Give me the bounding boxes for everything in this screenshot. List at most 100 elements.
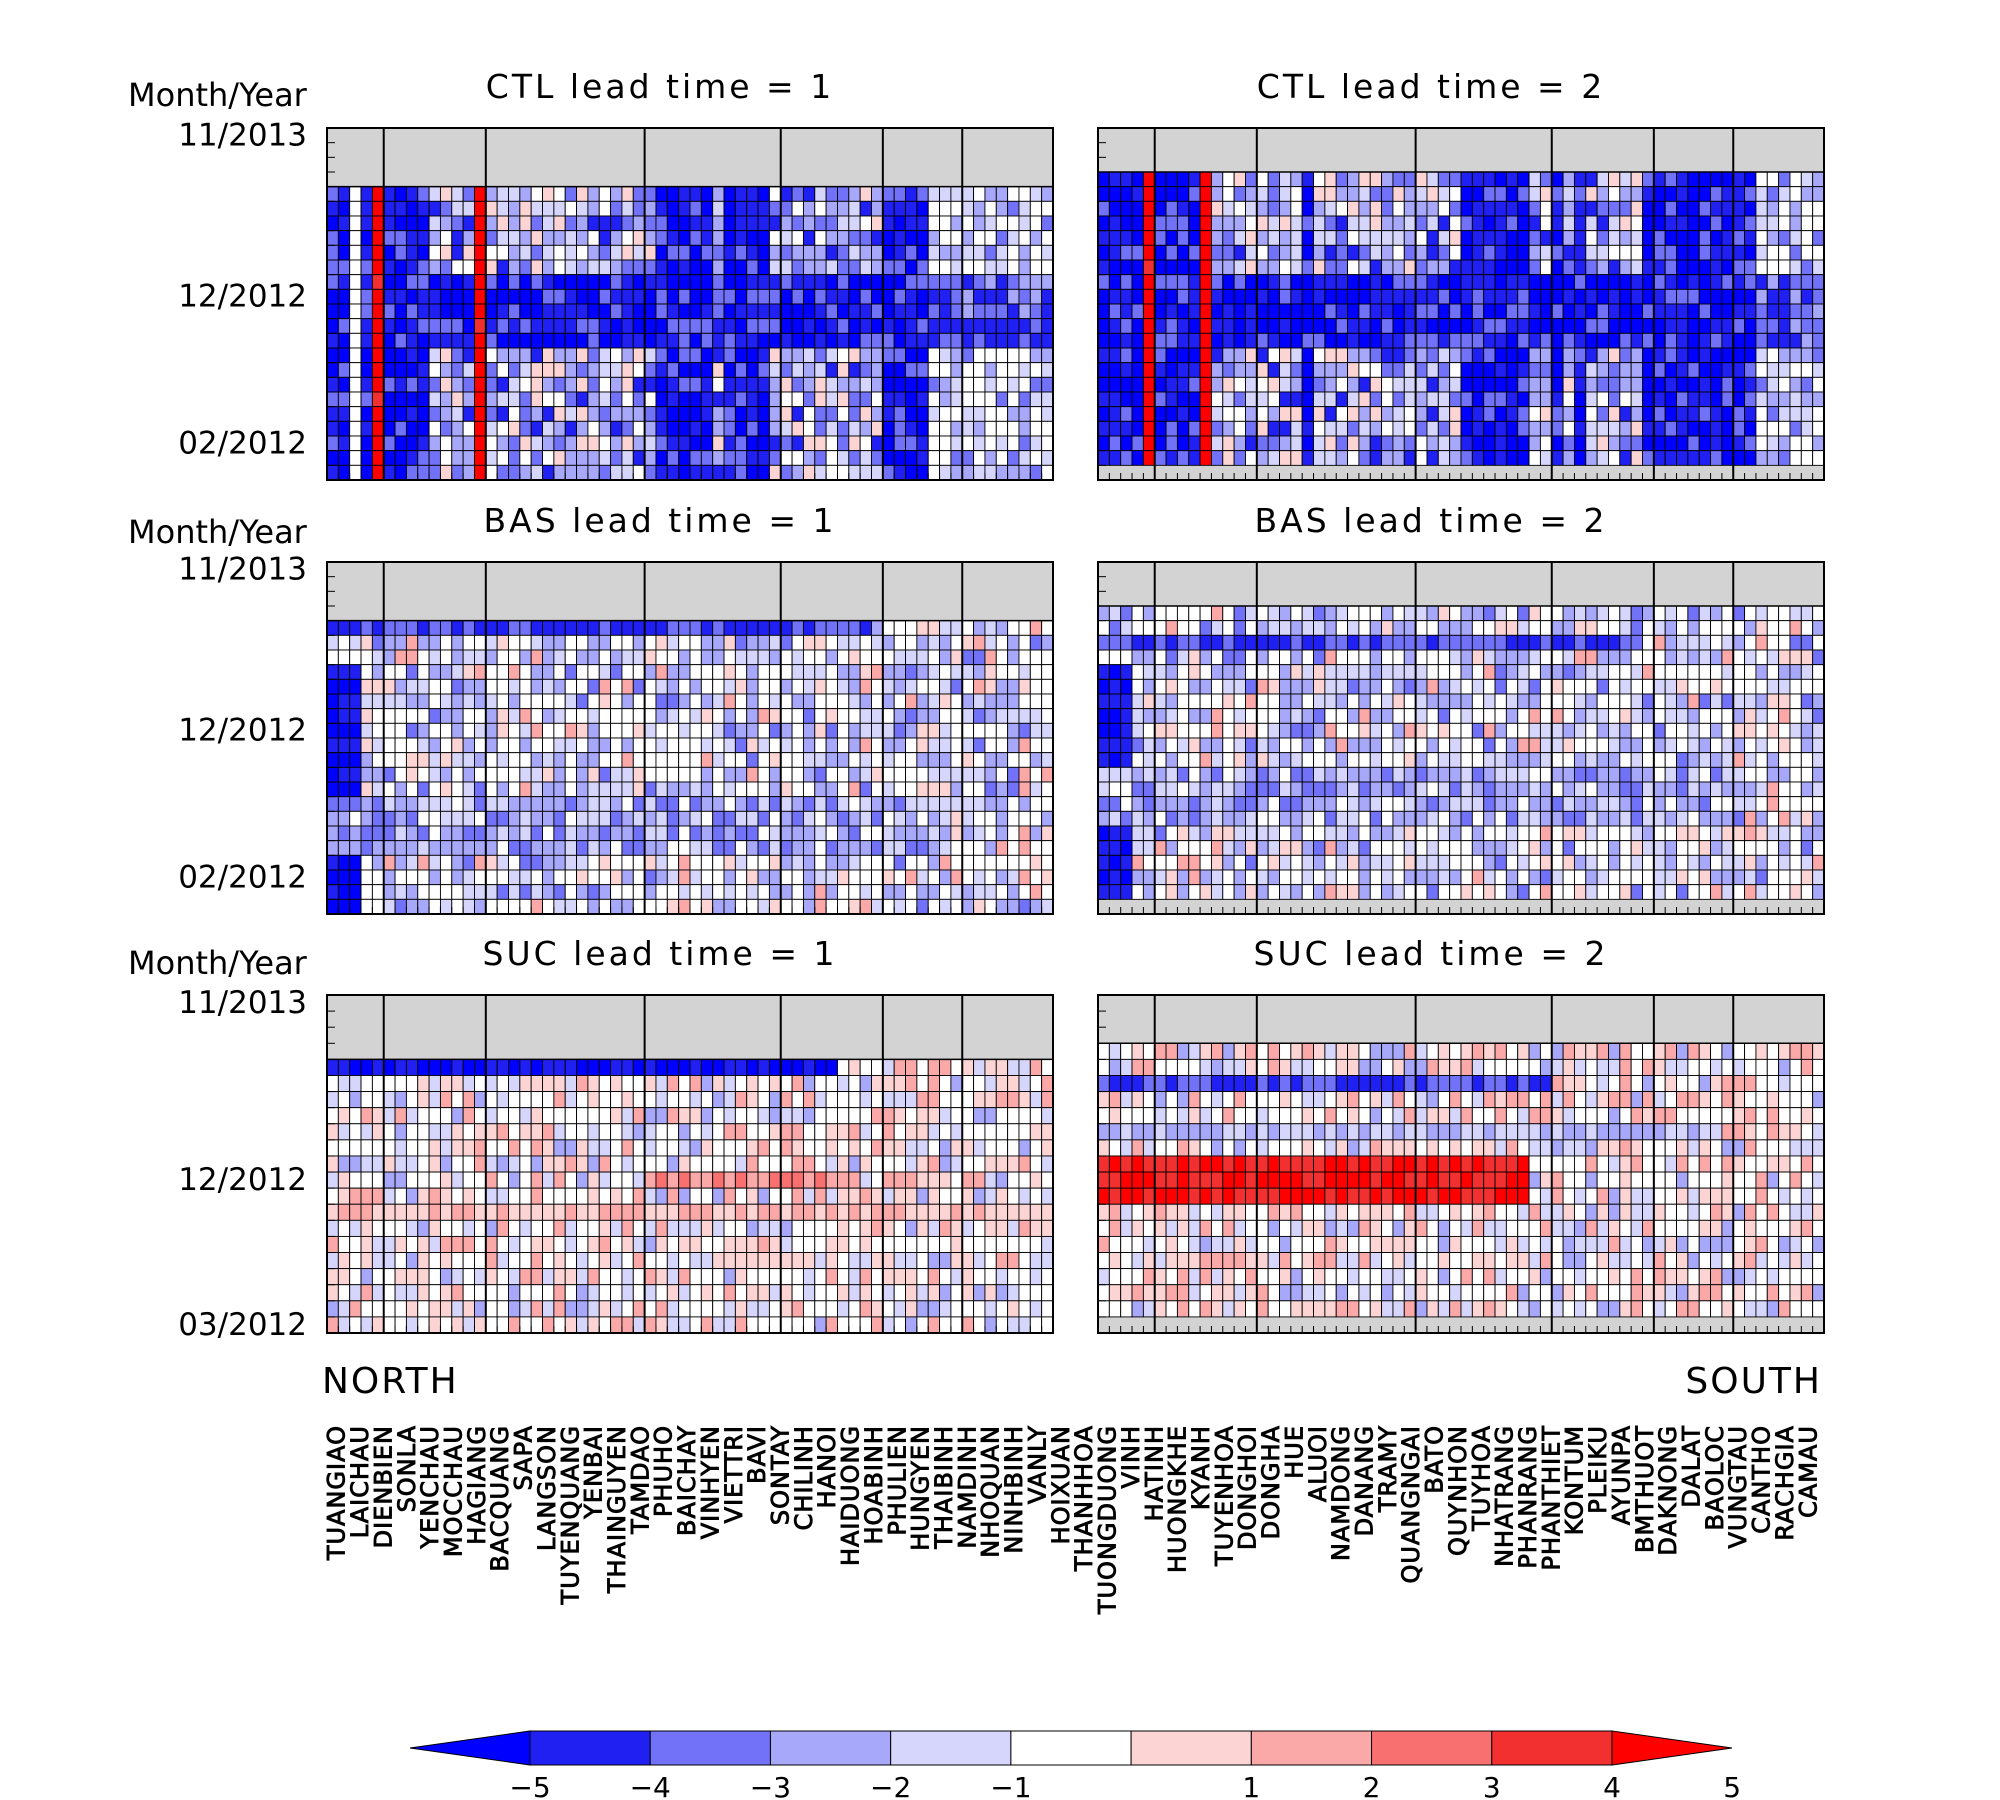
heatmap-cell (621, 464, 634, 481)
heatmap-cell (519, 693, 532, 710)
heatmap-cell (973, 781, 986, 798)
heatmap-cell (1721, 347, 1734, 364)
heatmap-cell (1653, 752, 1666, 768)
heatmap-cell (1653, 230, 1666, 246)
heatmap-cell (1471, 435, 1485, 452)
heatmap-cell (1324, 376, 1337, 393)
heatmap-cell (530, 781, 543, 798)
heatmap-cell (326, 781, 339, 798)
heatmap-cell (530, 649, 543, 666)
heatmap-cell (349, 810, 362, 827)
heatmap-cell (1471, 391, 1485, 408)
heatmap-cell (973, 752, 986, 768)
heatmap-cell (1551, 605, 1564, 622)
heatmap-cell (689, 649, 702, 666)
heatmap-cell (383, 186, 396, 202)
heatmap-cell (451, 737, 464, 754)
heatmap-cell (1676, 420, 1689, 437)
heatmap-cell (508, 708, 521, 724)
heatmap-cell (439, 796, 453, 812)
heatmap-cell (553, 766, 566, 783)
heatmap-cell (757, 664, 770, 680)
heatmap-cell (871, 649, 884, 666)
heatmap-cell (1324, 766, 1337, 783)
heatmap-cell (916, 450, 929, 466)
heatmap-cell (587, 288, 600, 305)
heatmap-cell (326, 664, 339, 680)
heatmap-cell (1812, 244, 1825, 261)
heatmap-cell (1449, 215, 1462, 232)
heatmap-cell (1528, 391, 1541, 408)
heatmap-cell (848, 884, 861, 900)
heatmap-cell (791, 303, 804, 320)
heatmap-cell (1460, 693, 1473, 710)
heatmap-cell (757, 200, 770, 217)
heatmap-cell (1301, 171, 1314, 188)
heatmap-cell (893, 737, 906, 754)
heatmap-cell (1154, 450, 1167, 466)
heatmap-cell (1653, 737, 1666, 754)
heatmap-cell (916, 898, 929, 915)
heatmap-cell (1505, 722, 1519, 739)
heatmap-cell (587, 244, 600, 261)
heatmap-cell (383, 722, 396, 739)
heatmap-cell (678, 318, 691, 334)
heatmap-cell (1301, 391, 1314, 408)
heatmap-cell (1789, 664, 1802, 680)
heatmap-cell (326, 840, 339, 856)
heatmap-cell (610, 332, 623, 349)
heatmap-cell (1392, 259, 1405, 276)
heatmap-cell (678, 362, 691, 378)
heatmap-cell (1710, 274, 1723, 290)
heatmap-cell (723, 825, 736, 842)
heatmap-cell (700, 781, 714, 798)
heatmap-cell (916, 215, 929, 232)
heatmap-cell (1551, 634, 1564, 651)
heatmap-cell (542, 274, 555, 290)
heatmap-cell (1018, 464, 1031, 481)
heatmap-cell (961, 450, 975, 466)
heatmap-cell (1528, 420, 1541, 437)
heatmap-cell (1437, 766, 1451, 783)
heatmap-cell (1154, 708, 1167, 724)
heatmap-cell (1721, 362, 1734, 378)
heatmap-cell (1120, 303, 1133, 320)
heatmap-cell (1279, 766, 1292, 783)
heatmap-cell (1619, 634, 1632, 651)
heatmap-cell (610, 450, 623, 466)
heatmap-cell (984, 288, 997, 305)
heatmap-cell (1279, 634, 1292, 651)
heatmap-cell (1698, 722, 1712, 739)
heatmap-cell (1766, 274, 1780, 290)
heatmap-cell (984, 898, 997, 915)
heatmap-cell (1108, 435, 1122, 452)
heatmap-cell (837, 840, 850, 856)
heatmap-cell (791, 634, 804, 651)
heatmap-cell (496, 722, 509, 739)
heatmap-cell (371, 678, 385, 695)
heatmap-cell (1664, 634, 1677, 651)
heatmap-cell (1381, 347, 1394, 364)
heatmap-cell (326, 898, 339, 915)
heatmap-cell (802, 884, 816, 900)
heatmap-cell (1154, 171, 1167, 188)
heatmap-cell (995, 678, 1009, 695)
heatmap-cell (780, 825, 793, 842)
heatmap-cell (1744, 450, 1757, 466)
heatmap-cell (1097, 200, 1110, 217)
heatmap-cell (564, 810, 578, 827)
heatmap-cell (825, 274, 838, 290)
heatmap-cell (1176, 649, 1190, 666)
heatmap-cell (1403, 678, 1417, 695)
heatmap-cell (723, 376, 736, 393)
heatmap-cell (1608, 752, 1621, 768)
heatmap-cell (598, 722, 612, 739)
heatmap-cell (1800, 332, 1814, 349)
heatmap-cell (519, 215, 532, 232)
heatmap-cell (405, 362, 419, 378)
heatmap-cell (723, 274, 736, 290)
heatmap-cell (1585, 722, 1598, 739)
heatmap-cell (848, 737, 861, 754)
heatmap-cell (973, 391, 986, 408)
heatmap-cell (1142, 186, 1156, 202)
